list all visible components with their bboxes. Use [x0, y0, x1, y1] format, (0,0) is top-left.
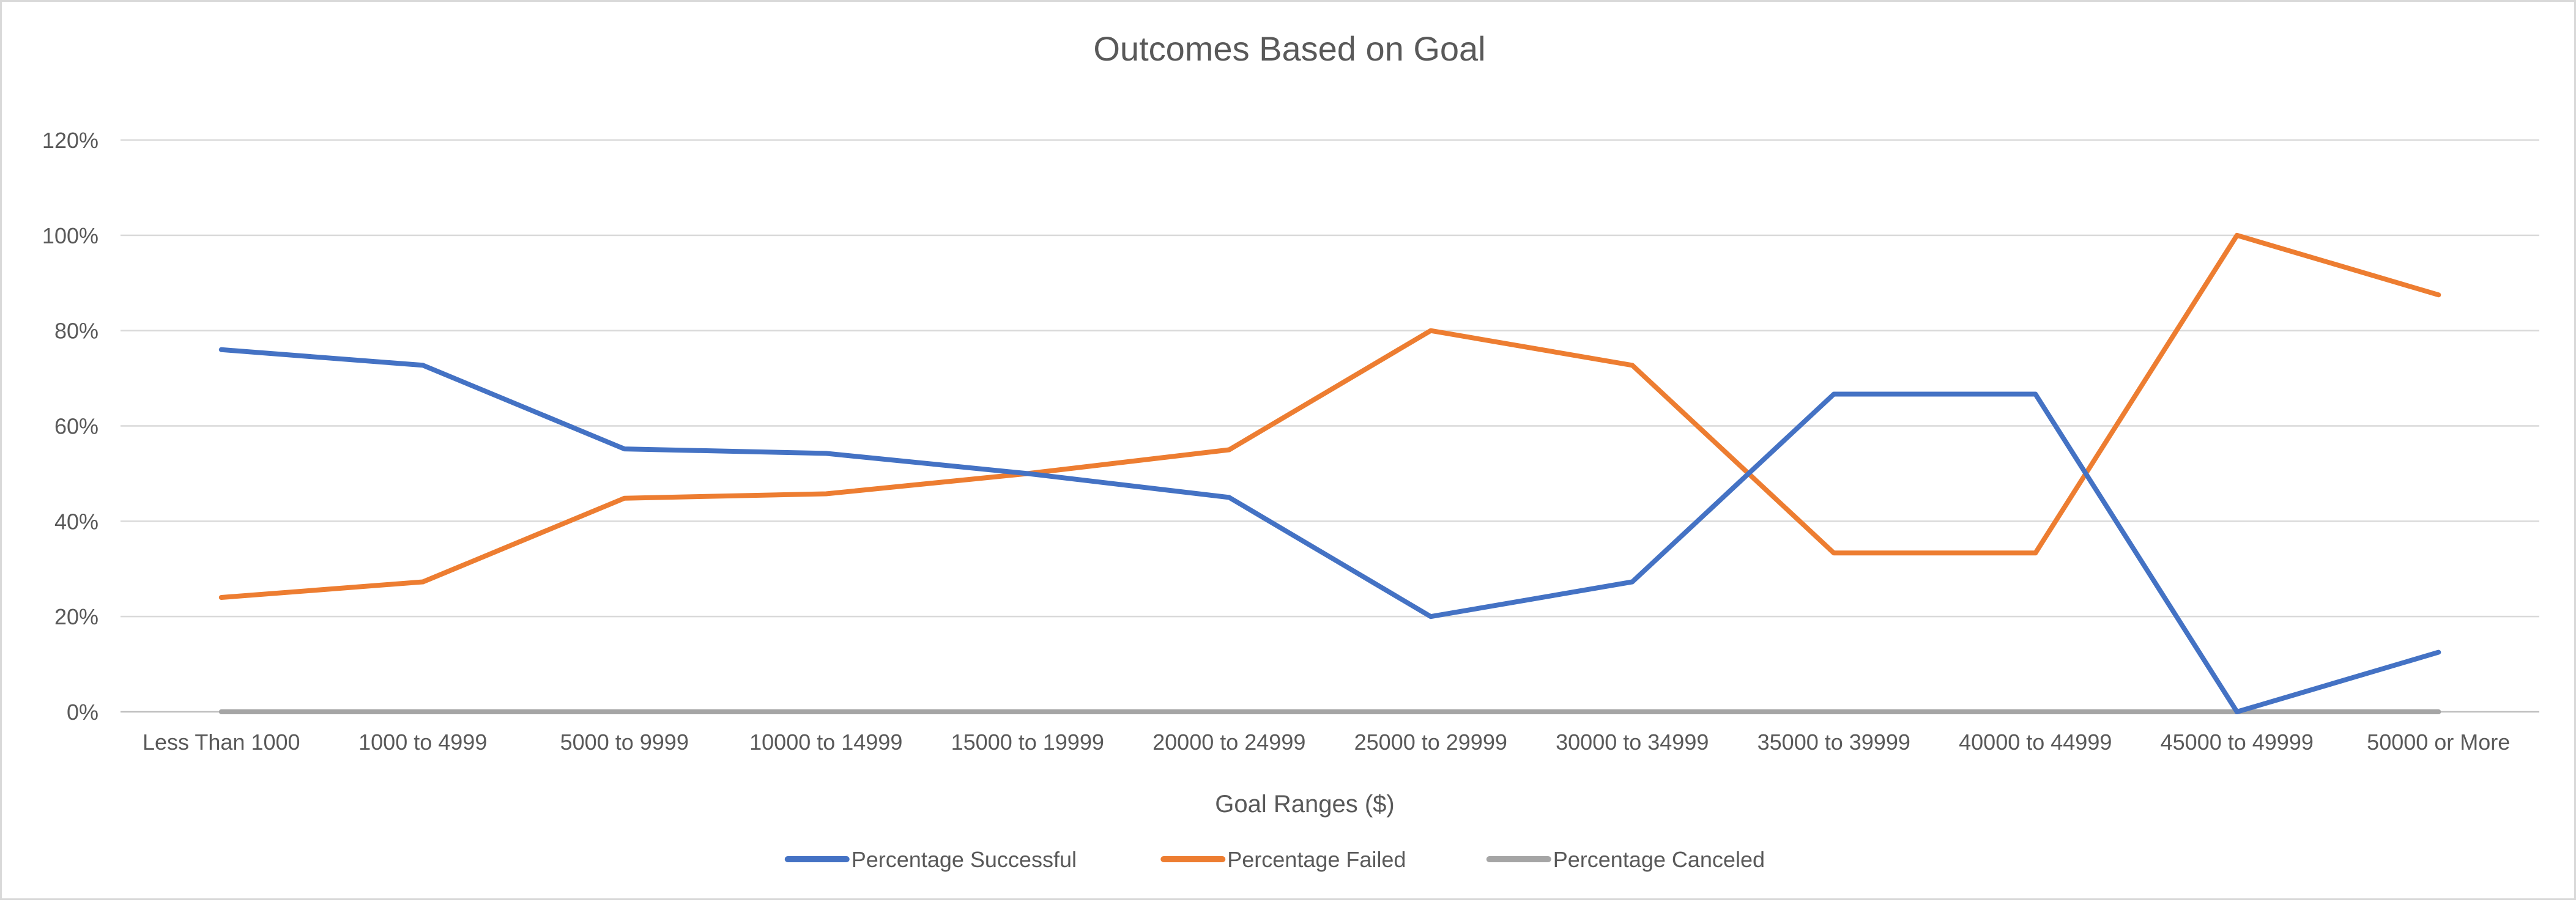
gridlines: [121, 139, 2539, 713]
chart-title: Outcomes Based on Goal: [1093, 29, 1485, 68]
x-tick-label: 20000 to 24999: [1153, 730, 1305, 755]
series-line-percentage-successful: [218, 347, 2441, 714]
legend-item: Percentage Canceled: [1486, 847, 1765, 872]
y-axis-tick-labels: 0% 20% 40% 60% 80% 100% 120%: [42, 128, 98, 725]
y-tick-label: 40%: [54, 509, 98, 534]
y-tick-label: 100%: [42, 223, 98, 248]
x-axis-title: Goal Ranges ($): [1215, 791, 1394, 818]
x-axis-tick-labels: Less Than 1000 1000 to 4999 5000 to 9999 10…: [143, 730, 2510, 755]
x-tick-label: 10000 to 14999: [749, 730, 902, 755]
x-tick-label: 30000 to 34999: [1556, 730, 1709, 755]
y-tick-label: 80%: [54, 319, 98, 344]
legend-item: Percentage Failed: [1160, 847, 1406, 872]
x-tick-label: 45000 to 49999: [2161, 730, 2314, 755]
legend-label: Percentage Failed: [1227, 847, 1406, 872]
series-line-percentage-failed: [218, 232, 2441, 600]
x-tick-label: 35000 to 39999: [1758, 730, 1910, 755]
y-tick-label: 120%: [42, 128, 98, 153]
x-tick-label: 5000 to 9999: [560, 730, 689, 755]
x-tick-label: 15000 to 19999: [951, 730, 1104, 755]
x-tick-label: 40000 to 44999: [1959, 730, 2112, 755]
x-tick-label: 50000 or More: [2367, 730, 2510, 755]
x-tick-label: 25000 to 29999: [1354, 730, 1507, 755]
y-tick-label: 20%: [54, 604, 98, 629]
legend-item: Percentage Successful: [784, 847, 1077, 872]
legend-label: Percentage Canceled: [1553, 847, 1765, 872]
y-tick-label: 60%: [54, 414, 98, 439]
legend-label: Percentage Successful: [852, 847, 1077, 872]
legend: Percentage Successful Percentage Failed Pe…: [784, 847, 1765, 872]
x-tick-label: Less Than 1000: [143, 730, 300, 755]
series-lines: [218, 232, 2441, 714]
y-tick-label: 0%: [67, 700, 98, 725]
x-tick-label: 1000 to 4999: [358, 730, 487, 755]
